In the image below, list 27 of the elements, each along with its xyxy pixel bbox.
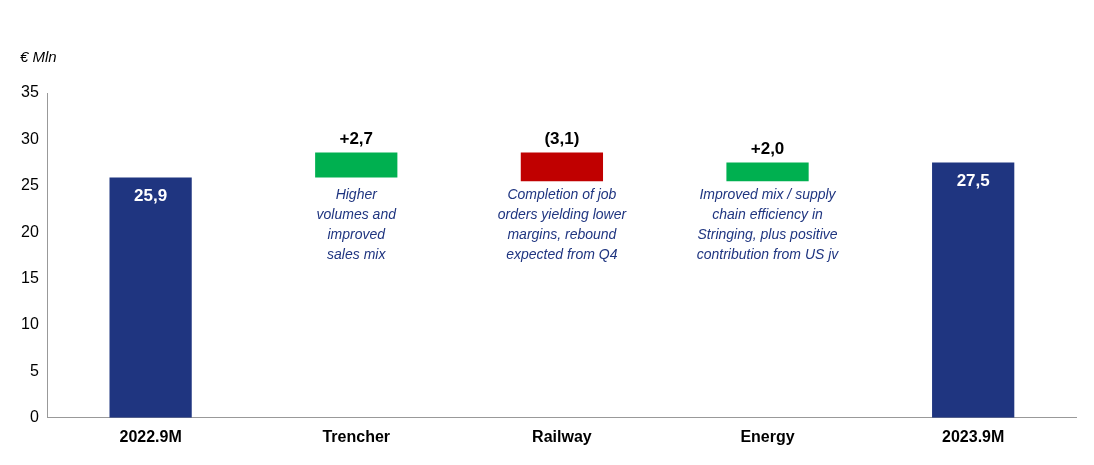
y-tick-label: 25 bbox=[21, 176, 39, 194]
bar bbox=[315, 152, 398, 178]
bar bbox=[520, 152, 604, 182]
y-tick-label: 15 bbox=[21, 269, 39, 287]
y-tick-label: 10 bbox=[21, 315, 39, 333]
annotation: Improved mix / supply chain efficiency in Stringing, plus positive contribution from US jv bbox=[696, 185, 840, 262]
bar bbox=[109, 177, 192, 418]
x-tick-label: 2023.9M bbox=[942, 427, 1005, 445]
y-tick-label: 35 bbox=[21, 83, 39, 101]
x-tick-label: 2022.9M bbox=[119, 427, 182, 445]
annotation: Completion of job orders yielding lower margins, rebound expected from Q4 bbox=[497, 185, 628, 262]
y-tick-label: 5 bbox=[29, 361, 39, 379]
x-tick-label: Railway bbox=[532, 427, 592, 445]
data-label: 27,5 bbox=[956, 170, 990, 190]
bar bbox=[932, 162, 1015, 418]
y-tick-label: 30 bbox=[21, 129, 39, 147]
y-axis-title: € Mln bbox=[20, 48, 57, 66]
bar bbox=[726, 162, 809, 182]
data-label: +2,0 bbox=[750, 138, 785, 158]
data-label: (3,1) bbox=[544, 128, 580, 148]
data-label: +2,7 bbox=[339, 128, 374, 148]
y-tick-label: 20 bbox=[21, 222, 39, 240]
x-tick-label: Energy bbox=[740, 427, 795, 445]
x-tick-label: Trencher bbox=[322, 427, 391, 445]
annotation: Higher volumes and improved sales mix bbox=[316, 185, 398, 262]
data-label: 25,9 bbox=[134, 185, 168, 205]
y-tick-label: 0 bbox=[29, 408, 39, 426]
